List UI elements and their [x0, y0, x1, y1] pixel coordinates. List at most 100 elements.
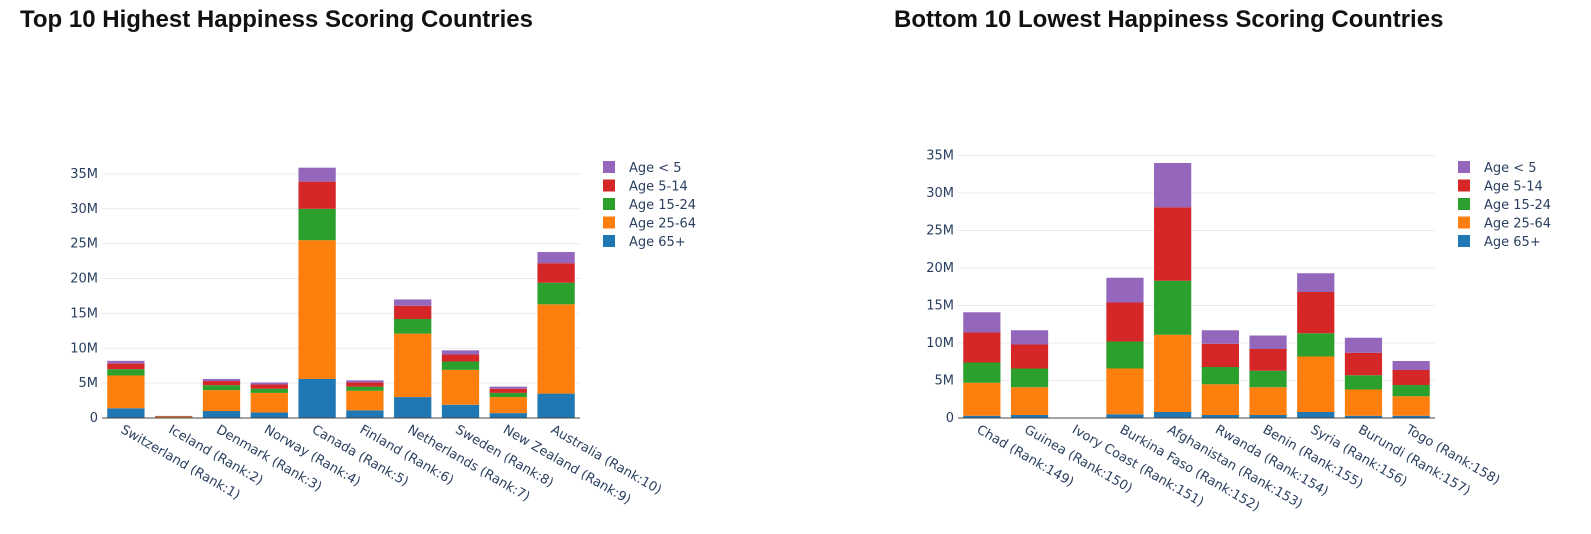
bar-segment[interactable]	[963, 362, 1001, 383]
legend-swatch[interactable]	[1458, 161, 1470, 173]
bar-segment[interactable]	[1344, 415, 1383, 418]
legend-label[interactable]: Age 5-14	[1484, 180, 1543, 195]
bar-segment[interactable]	[1392, 361, 1430, 370]
legend-swatch[interactable]	[1458, 216, 1470, 229]
bar-segment[interactable]	[1249, 387, 1287, 415]
bar-segment[interactable]	[1010, 368, 1049, 388]
legend-swatch[interactable]	[603, 161, 615, 173]
bar-segment[interactable]	[489, 386, 527, 389]
bar-segment[interactable]	[963, 332, 1001, 363]
bar-segment[interactable]	[1106, 414, 1144, 418]
bar-segment[interactable]	[202, 381, 241, 386]
bar-segment[interactable]	[298, 208, 336, 241]
bar-segment[interactable]	[107, 375, 145, 409]
bar-segment[interactable]	[537, 252, 575, 264]
legend-swatch[interactable]	[1458, 179, 1470, 192]
bar-segment[interactable]	[250, 412, 288, 418]
bar-segment[interactable]	[441, 350, 480, 355]
bar-segment[interactable]	[346, 390, 384, 411]
bar-segment[interactable]	[394, 305, 432, 319]
bar-segment[interactable]	[1106, 341, 1144, 369]
bar-segment[interactable]	[298, 167, 336, 182]
bar-segment[interactable]	[1297, 273, 1335, 292]
legend-swatch[interactable]	[603, 235, 615, 247]
bar-segment[interactable]	[250, 392, 288, 413]
bar-segment[interactable]	[298, 378, 336, 418]
legend-swatch[interactable]	[603, 198, 615, 210]
bar-segment[interactable]	[1010, 344, 1049, 369]
bar-segment[interactable]	[537, 304, 575, 394]
bar-segment[interactable]	[1106, 277, 1144, 303]
bar-segment[interactable]	[1297, 333, 1335, 357]
bar-segment[interactable]	[1154, 412, 1192, 418]
bar-segment[interactable]	[963, 382, 1001, 416]
bar-segment[interactable]	[394, 299, 432, 306]
bar-segment[interactable]	[1344, 337, 1383, 353]
bar-segment[interactable]	[202, 385, 241, 391]
bar-segment[interactable]	[1154, 163, 1192, 208]
bar-segment[interactable]	[1344, 375, 1383, 390]
bar-segment[interactable]	[1392, 385, 1430, 397]
legend-label[interactable]: Age 65+	[1484, 235, 1541, 250]
bar-segment[interactable]	[441, 369, 480, 405]
bar-segment[interactable]	[537, 282, 575, 305]
bar-segment[interactable]	[1344, 389, 1383, 416]
bar-segment[interactable]	[1297, 412, 1335, 418]
bar-segment[interactable]	[1249, 415, 1287, 418]
bar-segment[interactable]	[1106, 302, 1144, 342]
bar-segment[interactable]	[1201, 330, 1239, 344]
bar-segment[interactable]	[1154, 280, 1192, 335]
bar-segment[interactable]	[202, 390, 241, 412]
bar-segment[interactable]	[250, 388, 288, 393]
bar-segment[interactable]	[489, 388, 527, 393]
bar-segment[interactable]	[441, 354, 480, 362]
bar-segment[interactable]	[107, 408, 145, 418]
bar-segment[interactable]	[1201, 367, 1239, 385]
bar-segment[interactable]	[963, 312, 1001, 333]
legend-label[interactable]: Age 25-64	[629, 217, 696, 232]
bar-segment[interactable]	[1010, 387, 1049, 415]
bar-segment[interactable]	[1249, 349, 1287, 371]
bar-segment[interactable]	[1249, 335, 1287, 350]
bar-segment[interactable]	[1392, 370, 1430, 385]
bar-segment[interactable]	[1201, 384, 1239, 415]
bar-segment[interactable]	[537, 263, 575, 283]
bar-segment[interactable]	[1010, 330, 1049, 345]
bar-segment[interactable]	[1106, 368, 1144, 415]
legend-label[interactable]: Age 15-24	[1484, 198, 1551, 213]
bar-segment[interactable]	[1010, 415, 1049, 418]
legend-swatch[interactable]	[1458, 198, 1470, 210]
bar-segment[interactable]	[1249, 370, 1287, 388]
bar-segment[interactable]	[346, 380, 384, 383]
bar-segment[interactable]	[298, 181, 336, 209]
bar-segment[interactable]	[489, 397, 527, 414]
bar-segment[interactable]	[394, 397, 432, 418]
legend-swatch[interactable]	[603, 179, 615, 192]
bar-segment[interactable]	[250, 384, 288, 389]
bar-segment[interactable]	[155, 416, 193, 417]
bar-segment[interactable]	[107, 369, 145, 376]
bar-segment[interactable]	[441, 361, 480, 370]
bar-segment[interactable]	[346, 410, 384, 418]
legend-label[interactable]: Age < 5	[629, 161, 682, 176]
legend-label[interactable]: Age 5-14	[629, 180, 688, 195]
bar-segment[interactable]	[1154, 334, 1192, 412]
bar-segment[interactable]	[202, 378, 241, 382]
bar-segment[interactable]	[298, 240, 336, 379]
bar-segment[interactable]	[489, 413, 527, 418]
bar-segment[interactable]	[346, 382, 384, 387]
bar-segment[interactable]	[155, 416, 193, 418]
legend-swatch[interactable]	[603, 216, 615, 229]
legend-swatch[interactable]	[1458, 235, 1470, 247]
bar-segment[interactable]	[963, 415, 1001, 418]
bar-segment[interactable]	[107, 363, 145, 370]
bar-segment[interactable]	[1297, 292, 1335, 334]
bar-segment[interactable]	[394, 333, 432, 398]
bar-segment[interactable]	[489, 392, 527, 398]
bar-segment[interactable]	[1344, 352, 1383, 376]
bar-segment[interactable]	[537, 393, 575, 418]
bar-segment[interactable]	[1297, 356, 1335, 413]
bar-segment[interactable]	[107, 360, 145, 364]
bar-segment[interactable]	[1392, 396, 1430, 416]
bar-segment[interactable]	[441, 404, 480, 418]
